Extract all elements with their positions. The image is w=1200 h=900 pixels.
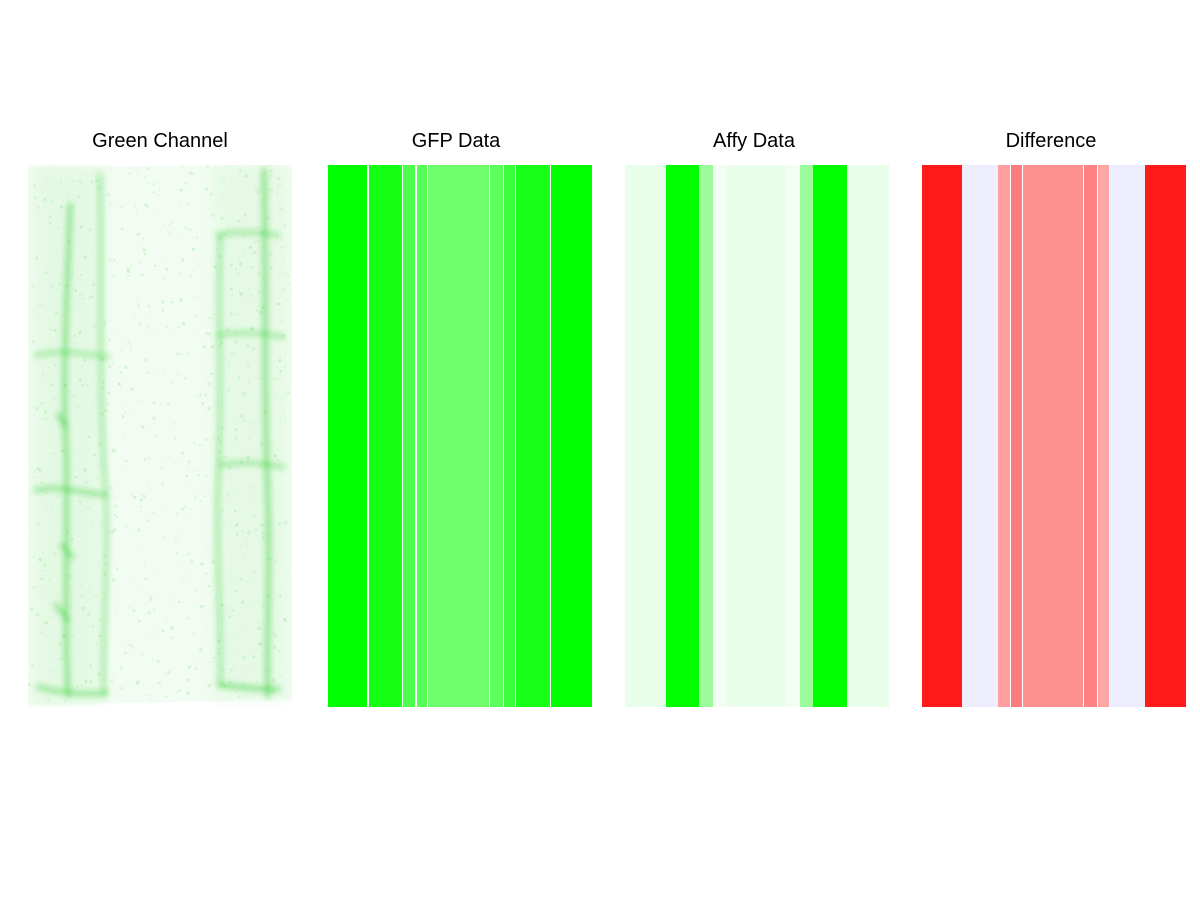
affy-data-stripe-4 [726, 165, 787, 707]
gfp-data-stripe-7 [426, 165, 428, 707]
panel-title: Affy Data [713, 130, 795, 152]
difference-stripe-3 [1009, 165, 1012, 707]
gfp-data-stripe-14 [516, 165, 550, 707]
difference-stripe-6 [1022, 165, 1083, 707]
panel-title: Difference [1005, 130, 1097, 152]
gfp-data-stripe-11 [502, 165, 505, 707]
gfp-data-stripe-2 [368, 165, 403, 707]
affy-data-stripe-7 [812, 165, 847, 707]
gfp-data-stripe-12 [504, 165, 516, 707]
panel-title: Green Channel [92, 130, 228, 152]
difference-stripe-7 [1082, 165, 1084, 707]
gfp-data-stripe-15 [549, 165, 552, 707]
affy-data-stripe-3 [713, 165, 727, 707]
difference-stripe-12 [1144, 165, 1186, 707]
affy-data-heatmap [625, 165, 889, 707]
green-channel-svg [28, 165, 292, 705]
difference-stripe-9 [1096, 165, 1098, 707]
difference-stripe-4 [1010, 165, 1022, 707]
affy-data-stripe-0 [625, 165, 667, 707]
difference-stripe-11 [1108, 165, 1145, 707]
gfp-data-stripe-3 [402, 165, 404, 707]
affy-data-stripe-1 [665, 165, 700, 707]
difference-stripe-8 [1083, 165, 1097, 707]
gfp-data-stripe-0 [328, 165, 368, 707]
gfp-data-stripe-10 [489, 165, 504, 707]
affy-data-stripe-5 [786, 165, 800, 707]
tissue-speckles [28, 165, 291, 702]
gfp-data-stripe-6 [416, 165, 427, 707]
difference-stripe-10 [1097, 165, 1110, 707]
affy-data-stripe-6 [799, 165, 813, 707]
difference-stripe-5 [1021, 165, 1023, 707]
difference-heatmap [922, 165, 1186, 707]
difference-stripe-0 [922, 165, 962, 707]
gfp-data-stripe-9 [488, 165, 490, 707]
gfp-data-stripe-5 [415, 165, 417, 707]
affy-data-stripe-8 [846, 165, 889, 707]
gfp-data-stripe-16 [550, 165, 592, 707]
gfp-data-stripe-1 [367, 165, 369, 707]
difference-stripe-2 [997, 165, 1011, 707]
gfp-data-heatmap [328, 165, 592, 707]
cell-boundaries [33, 167, 285, 698]
panel-title: GFP Data [411, 130, 501, 152]
gfp-data-stripe-8 [427, 165, 489, 707]
green-channel-image [28, 165, 292, 707]
gfp-data-stripe-13 [515, 165, 517, 707]
difference-stripe-1 [961, 165, 998, 707]
gfp-data-stripe-4 [403, 165, 416, 707]
affy-data-stripe-2 [699, 165, 714, 707]
